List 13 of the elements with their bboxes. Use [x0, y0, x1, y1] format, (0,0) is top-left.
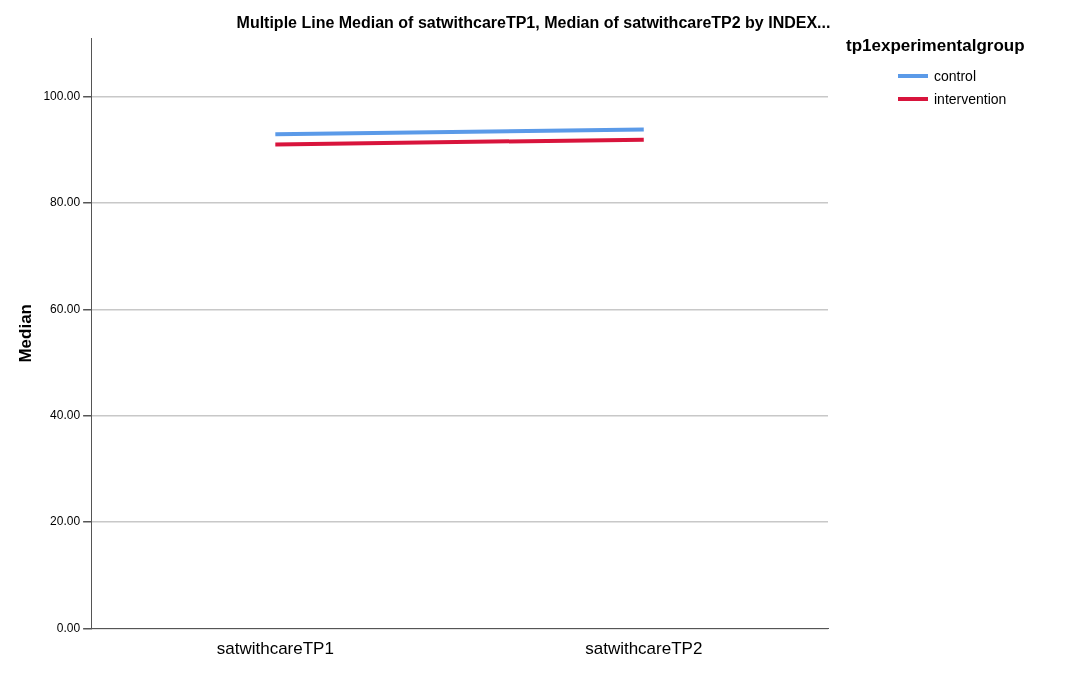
- chart-title: Multiple Line Median of satwithcareTP1, Median of satwithcareTP2 by INDEX...: [235, 14, 832, 32]
- x-tick-label: satwithcareTP1: [216, 639, 334, 659]
- y-tick-label: 80.00: [50, 195, 81, 210]
- y-axis-title: Median: [15, 304, 35, 363]
- y-tick-label: 20.00: [50, 514, 81, 529]
- x-tick-label: satwithcareTP2: [585, 639, 703, 659]
- y-tick-label: 40.00: [50, 408, 81, 423]
- y-tick-label: 60.00: [50, 301, 81, 316]
- y-tick-label: 0.00: [56, 620, 81, 635]
- y-tick-label: 100.00: [43, 88, 81, 103]
- legend-title: tp1experimentalgroup: [846, 36, 1025, 56]
- legend-label: intervention: [934, 90, 1007, 107]
- legend-label: control: [934, 67, 977, 84]
